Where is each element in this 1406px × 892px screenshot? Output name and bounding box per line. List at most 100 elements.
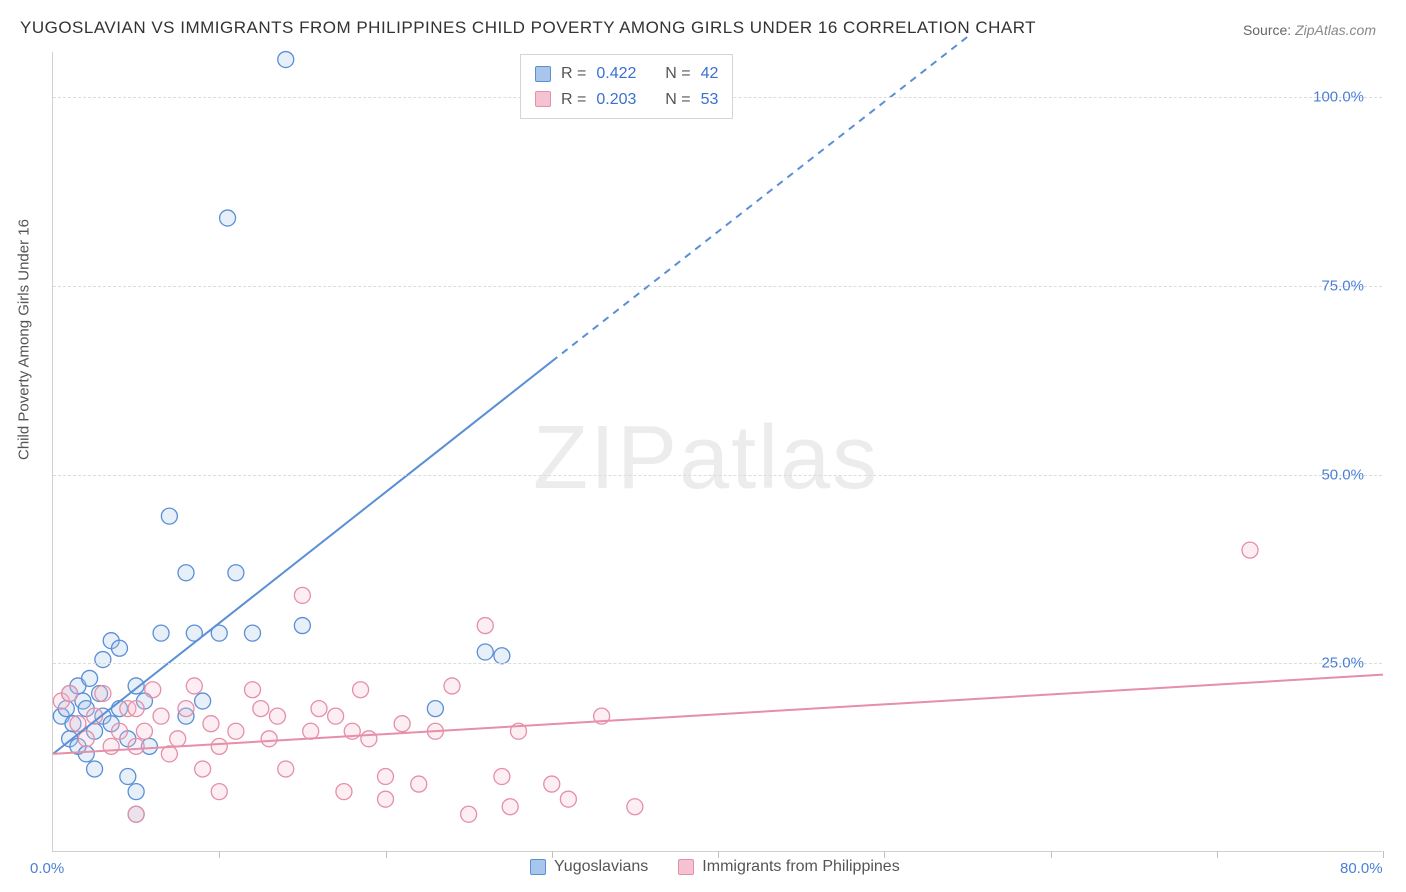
scatter-point: [303, 723, 319, 739]
scatter-point: [444, 678, 460, 694]
y-tick-label: 50.0%: [1321, 466, 1364, 483]
x-axis-end-label: 80.0%: [1340, 860, 1383, 877]
scatter-point: [128, 784, 144, 800]
scatter-point: [627, 799, 643, 815]
gridline-h: [53, 663, 1382, 664]
legend-series-box: Yugoslavians Immigrants from Philippines: [530, 858, 900, 876]
scatter-point: [311, 701, 327, 717]
gridline-h: [53, 475, 1382, 476]
swatch-yugoslavians: [535, 66, 551, 82]
scatter-point: [502, 799, 518, 815]
scatter-point: [186, 678, 202, 694]
scatter-point: [1242, 542, 1258, 558]
legend-label-yugoslavians: Yugoslavians: [554, 858, 648, 876]
scatter-point: [195, 761, 211, 777]
legend-item-yugoslavians: Yugoslavians: [530, 858, 648, 876]
scatter-point: [211, 738, 227, 754]
scatter-point: [128, 806, 144, 822]
scatter-point: [112, 723, 128, 739]
plot-area: ZIPatlas 25.0%50.0%75.0%100.0%: [52, 52, 1382, 852]
x-tick: [386, 851, 387, 858]
scatter-point: [269, 708, 285, 724]
scatter-point: [494, 648, 510, 664]
scatter-point: [477, 618, 493, 634]
scatter-point: [228, 565, 244, 581]
x-tick: [884, 851, 885, 858]
r-value-philippines: 0.203: [596, 87, 636, 113]
scatter-point: [220, 210, 236, 226]
r-label: R =: [561, 87, 586, 113]
scatter-point: [145, 682, 161, 698]
scatter-point: [328, 708, 344, 724]
scatter-point: [261, 731, 277, 747]
source-value: ZipAtlas.com: [1295, 22, 1376, 38]
n-label: N =: [665, 61, 690, 87]
r-label: R =: [561, 61, 586, 87]
chart-title: YUGOSLAVIAN VS IMMIGRANTS FROM PHILIPPIN…: [20, 18, 1036, 38]
scatter-point: [245, 682, 261, 698]
scatter-point: [378, 769, 394, 785]
scatter-point: [128, 738, 144, 754]
x-tick: [718, 851, 719, 858]
scatter-point: [87, 761, 103, 777]
x-tick: [1051, 851, 1052, 858]
scatter-point: [128, 678, 144, 694]
scatter-point: [178, 565, 194, 581]
scatter-point: [112, 640, 128, 656]
scatter-point: [178, 701, 194, 717]
scatter-point: [95, 652, 111, 668]
scatter-point: [278, 761, 294, 777]
x-axis-origin-label: 0.0%: [30, 860, 64, 877]
scatter-point: [161, 508, 177, 524]
x-tick: [219, 851, 220, 858]
swatch-philippines: [535, 91, 551, 107]
scatter-point: [461, 806, 477, 822]
scatter-point: [62, 686, 78, 702]
chart-svg: [53, 52, 1382, 851]
n-value-philippines: 53: [701, 87, 719, 113]
source-attribution: Source: ZipAtlas.com: [1243, 22, 1376, 38]
scatter-point: [253, 701, 269, 717]
scatter-point: [411, 776, 427, 792]
legend-row-yugoslavians: R = 0.422 N = 42: [535, 61, 718, 87]
scatter-point: [128, 701, 144, 717]
scatter-point: [170, 731, 186, 747]
x-tick: [1217, 851, 1218, 858]
scatter-point: [361, 731, 377, 747]
x-tick: [1383, 851, 1384, 858]
scatter-point: [544, 776, 560, 792]
scatter-point: [78, 746, 94, 762]
scatter-point: [394, 716, 410, 732]
scatter-point: [294, 587, 310, 603]
y-axis-label: Child Poverty Among Girls Under 16: [16, 219, 33, 460]
n-label: N =: [665, 87, 690, 113]
scatter-point: [336, 784, 352, 800]
legend-correlation-box: R = 0.422 N = 42 R = 0.203 N = 53: [520, 54, 733, 119]
scatter-point: [211, 784, 227, 800]
scatter-point: [245, 625, 261, 641]
x-tick: [552, 851, 553, 858]
scatter-point: [378, 791, 394, 807]
legend-item-philippines: Immigrants from Philippines: [678, 858, 899, 876]
source-label: Source:: [1243, 22, 1291, 38]
scatter-point: [153, 708, 169, 724]
scatter-point: [494, 769, 510, 785]
scatter-point: [477, 644, 493, 660]
scatter-point: [153, 625, 169, 641]
scatter-point: [103, 738, 119, 754]
swatch-yugoslavians-bottom: [530, 859, 546, 875]
n-value-yugoslavians: 42: [701, 61, 719, 87]
gridline-h: [53, 286, 1382, 287]
scatter-point: [228, 723, 244, 739]
scatter-point: [82, 670, 98, 686]
scatter-point: [95, 686, 111, 702]
scatter-point: [120, 769, 136, 785]
r-value-yugoslavians: 0.422: [596, 61, 636, 87]
y-tick-label: 75.0%: [1321, 277, 1364, 294]
swatch-philippines-bottom: [678, 859, 694, 875]
legend-label-philippines: Immigrants from Philippines: [702, 858, 899, 876]
y-tick-label: 25.0%: [1321, 655, 1364, 672]
scatter-point: [136, 723, 152, 739]
scatter-point: [203, 716, 219, 732]
regression-line: [53, 361, 552, 753]
